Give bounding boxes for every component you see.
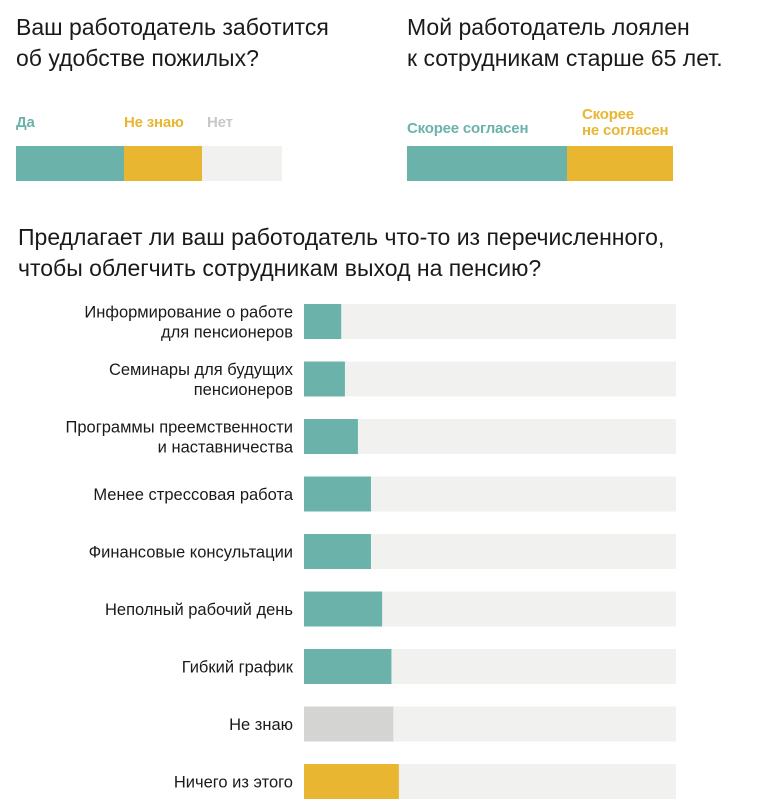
question-2-bar-segment-1 — [407, 146, 567, 181]
bar — [304, 764, 399, 799]
legend-label-rather-disagree: Скорее не согласен — [582, 106, 669, 139]
bar — [304, 649, 392, 684]
bar — [304, 706, 394, 742]
bar — [304, 361, 345, 397]
question-1-bar-segment-1 — [16, 146, 124, 181]
category-label: Семинары для будущих пенсионеров — [109, 361, 294, 399]
bar-track — [304, 304, 676, 339]
bar-track — [304, 419, 676, 454]
legend-label-no: Нет — [207, 114, 233, 131]
question-1-bar-segment-3 — [202, 146, 282, 181]
bar — [304, 591, 383, 627]
category-label: Ничего из этого — [174, 774, 293, 792]
question-3-title: Предлагает ли ваш работодатель что-то из… — [18, 224, 665, 281]
category-label: Программы преемственности и наставничеств… — [65, 419, 293, 457]
question-1-bar-segment-2 — [123, 146, 203, 181]
category-label: Информирование о работе для пенсионеров — [84, 304, 293, 342]
bar-track — [304, 361, 676, 397]
bar — [304, 304, 342, 339]
bar — [304, 476, 371, 512]
question-2-title: Мой работодатель лоялен к сотрудникам ст… — [407, 14, 723, 71]
question-2-stacked-bar — [407, 146, 673, 181]
question-1-stacked-bar — [16, 146, 282, 181]
bar — [304, 419, 358, 454]
legend-label-rather-agree: Скорее согласен — [407, 120, 529, 137]
question-1-title: Ваш работодатель заботится об удобстве п… — [16, 14, 329, 71]
category-label: Финансовые консультации — [89, 544, 293, 562]
category-label: Неполный рабочий день — [105, 601, 293, 619]
question-2-bar-segment-2 — [566, 146, 673, 181]
legend-label-yes: Да — [16, 114, 35, 131]
category-label: Менее стрессовая работа — [93, 486, 293, 504]
bar — [304, 534, 371, 569]
legend-label-dont-know: Не знаю — [124, 114, 184, 131]
category-label: Не знаю — [229, 716, 293, 734]
category-label: Гибкий график — [182, 659, 294, 677]
